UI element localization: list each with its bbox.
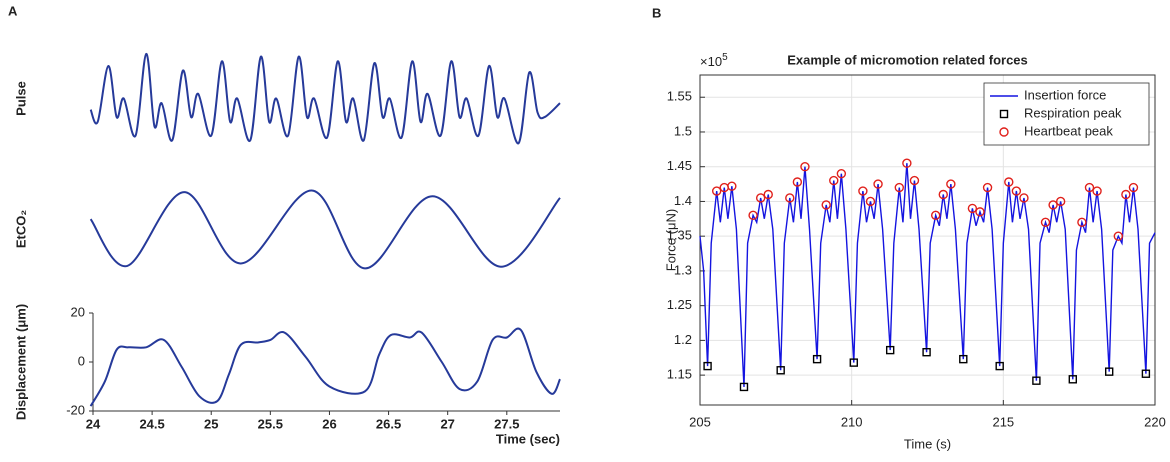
x-tick-label: 26 [322, 416, 336, 431]
respiration-marker [1104, 367, 1114, 376]
x-tick-label: 220 [1144, 414, 1166, 429]
heartbeat-marker [1084, 182, 1095, 193]
y-axis-label: Pulse [13, 81, 28, 116]
data-line [89, 189, 561, 270]
legend-swatch [999, 127, 1009, 137]
heartbeat-marker [975, 207, 985, 217]
respiration-marker [849, 358, 858, 367]
heartbeat-marker [1077, 217, 1087, 227]
x-tick-label: 27.5 [494, 416, 519, 431]
x-tick-label: 24 [86, 416, 101, 431]
x-tick-label: 210 [841, 414, 863, 429]
x-tick-label: 215 [992, 414, 1014, 429]
y-tick-label: 1.25 [667, 297, 692, 312]
legend-label: Insertion force [1024, 87, 1106, 102]
heartbeat-marker [1004, 177, 1014, 187]
y-tick-label: -20 [66, 402, 85, 417]
x-tick-label: 26.5 [376, 416, 401, 431]
respiration-marker [922, 348, 931, 357]
y-exponent-base: ×10 [700, 54, 722, 69]
respiration-marker [776, 366, 785, 375]
heartbeat-marker [873, 179, 883, 189]
y-tick-label: 1.2 [674, 332, 692, 347]
y-tick-label: 1.5 [674, 123, 692, 138]
heartbeat-marker [1048, 200, 1058, 210]
respiration-marker [959, 354, 968, 364]
heartbeat-marker [821, 200, 831, 210]
panel-label: B [652, 5, 661, 20]
heartbeat-marker [902, 158, 912, 168]
x-axis-label: Time (sec) [496, 431, 560, 446]
heartbeat-marker [785, 193, 795, 203]
y-exponent: ×105 [700, 52, 728, 70]
heartbeat-marker [800, 162, 810, 172]
heartbeat-marker [711, 186, 722, 196]
heartbeat-marker [1113, 231, 1123, 241]
heartbeat-marker [836, 168, 847, 179]
heartbeat-marker [755, 193, 766, 203]
heartbeat-marker [1055, 196, 1066, 207]
y-tick-label: 1.45 [667, 158, 692, 173]
heartbeat-marker [748, 210, 758, 221]
respiration-marker [739, 382, 749, 392]
heartbeat-marker [865, 196, 876, 207]
y-tick-label: 20 [71, 304, 85, 319]
respiration-marker [1068, 375, 1077, 384]
respiration-marker [885, 345, 895, 355]
legend-swatch [999, 109, 1009, 119]
x-tick-label: 27 [440, 416, 454, 431]
respiration-marker [1141, 369, 1151, 378]
y-tick-label: 1.3 [674, 262, 692, 277]
heartbeat-marker [1019, 193, 1029, 203]
x-tick-label: 24.5 [139, 416, 164, 431]
heartbeat-marker [967, 203, 978, 214]
heartbeat-marker [792, 177, 803, 187]
y-exponent-power: 5 [722, 52, 728, 63]
x-axis-label: Time (s) [904, 436, 951, 451]
y-axis-label: Displacement (μm) [13, 304, 28, 420]
heartbeat-marker [1121, 189, 1131, 200]
y-tick-label: 1.15 [667, 367, 692, 382]
heartbeat-marker [946, 179, 956, 189]
heartbeat-marker [982, 182, 993, 193]
heartbeat-marker [763, 189, 773, 200]
x-tick-label: 25 [204, 416, 218, 431]
heartbeat-marker [894, 182, 904, 193]
legend-label: Respiration peak [1024, 105, 1122, 120]
heartbeat-marker [938, 189, 948, 200]
heartbeat-marker [829, 175, 839, 186]
heartbeat-marker [1040, 217, 1051, 227]
heartbeat-marker [727, 181, 737, 191]
heartbeat-marker [1011, 186, 1022, 196]
data-line [89, 327, 561, 407]
heartbeat-marker [1092, 186, 1102, 196]
respiration-marker [812, 354, 822, 364]
panel-label: A [8, 3, 18, 18]
y-tick-label: 1.4 [674, 193, 692, 208]
legend-label: Heartbeat peak [1024, 123, 1113, 138]
y-tick-label: 1.35 [667, 228, 692, 243]
heartbeat-marker [858, 186, 868, 196]
y-tick-label: 0 [78, 353, 85, 368]
legend-box [983, 82, 1150, 146]
data-line [89, 52, 561, 145]
respiration-marker [1032, 376, 1041, 385]
data-line [699, 163, 1156, 387]
y-axis-label: EtCO₂ [13, 210, 28, 249]
x-tick-label: 205 [689, 414, 711, 429]
heartbeat-marker [930, 210, 941, 221]
respiration-marker [995, 361, 1004, 371]
respiration-marker [703, 361, 712, 371]
heartbeat-marker [1128, 182, 1139, 193]
heartbeat-marker [909, 175, 920, 186]
y-tick-label: 1.55 [667, 89, 692, 104]
x-tick-label: 25.5 [258, 416, 283, 431]
chart-title: Example of micromotion related forces [787, 52, 1028, 67]
y-axis-label: Force (μN) [663, 209, 678, 271]
